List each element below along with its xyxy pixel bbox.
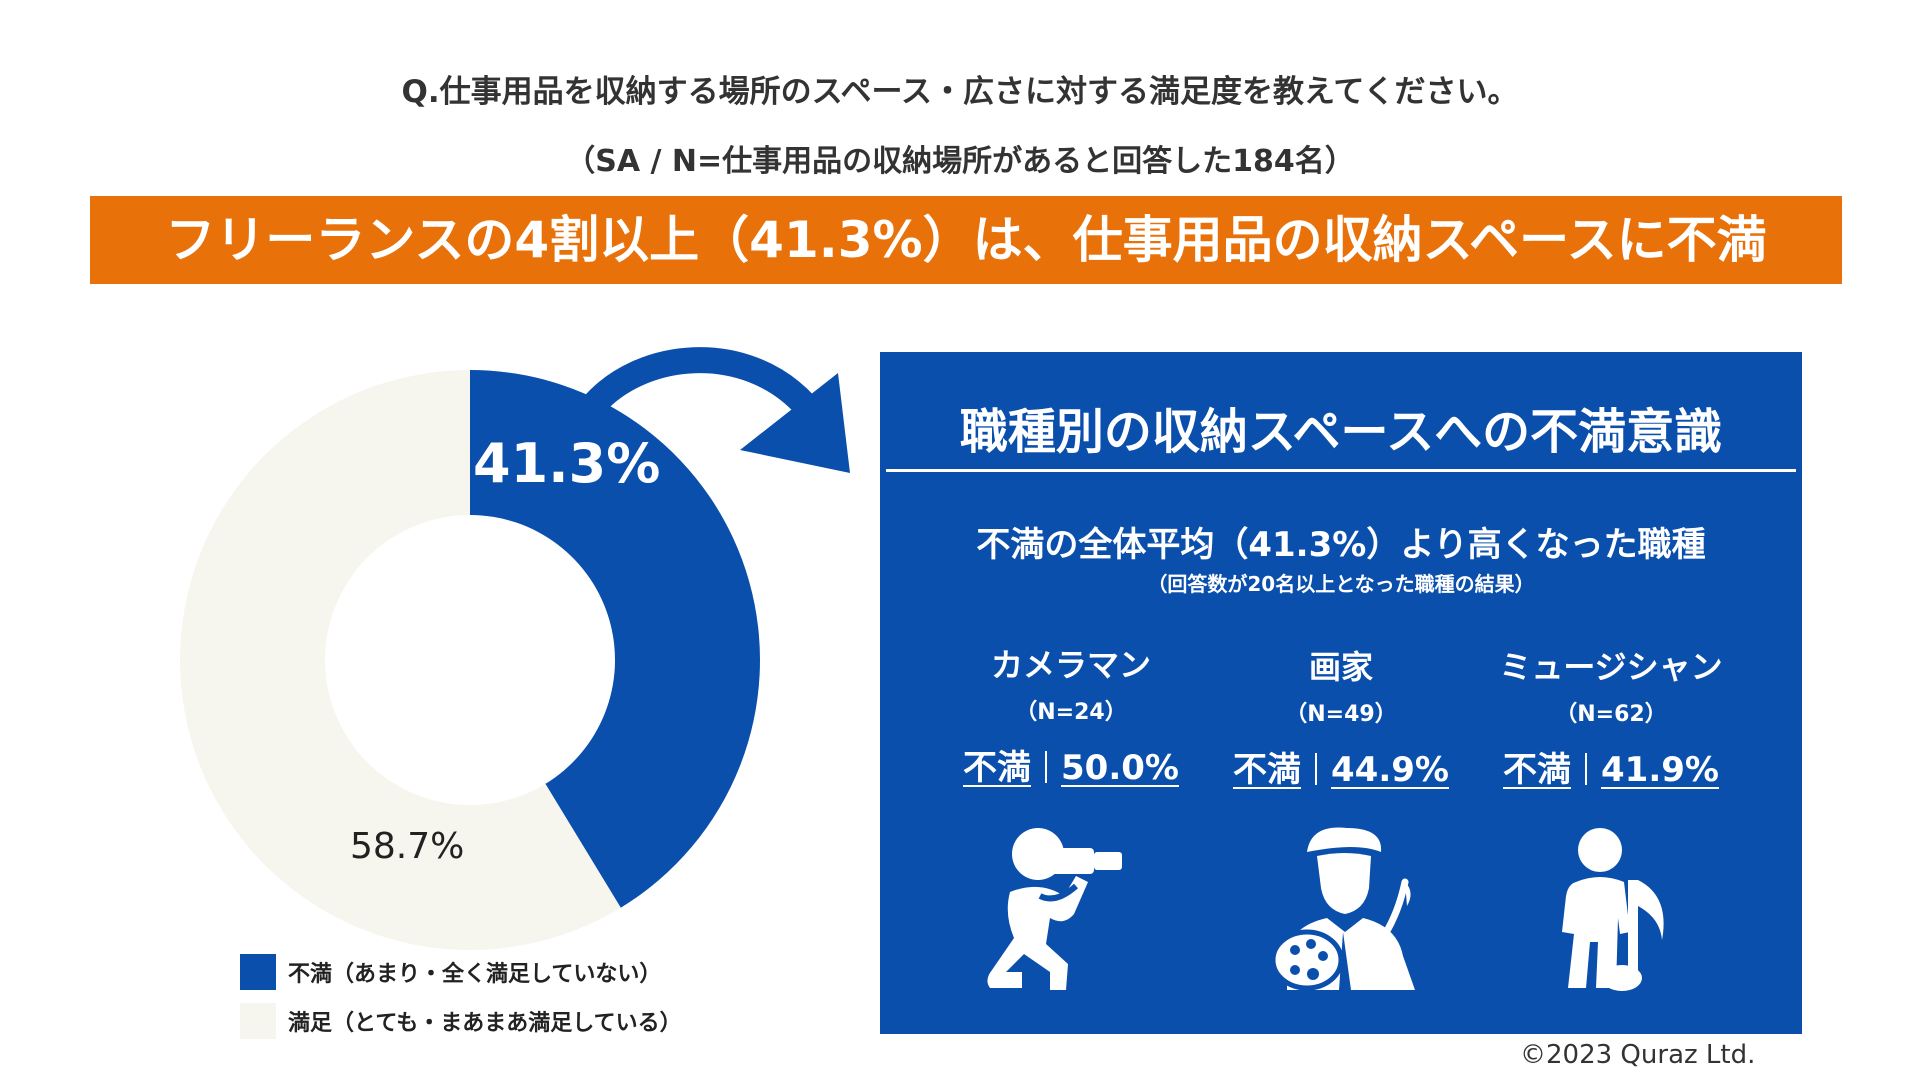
donut-chart <box>180 369 761 950</box>
sample-description: （SA / N=仕事用品の収納場所があると回答した184名） <box>565 144 1355 179</box>
legend-label: 満足（とても・まあまあ満足している） <box>288 1011 682 1036</box>
job-name: カメラマン <box>990 646 1151 684</box>
legend-swatch-blue <box>240 954 276 990</box>
job-value-label: 不満 <box>1233 750 1302 790</box>
painter-icon <box>1270 827 1415 991</box>
job-card-photographer: カメラマン （N=24） 不満 50.0% <box>921 640 1221 789</box>
legend-item-satisfied: 満足（とても・まあまあ満足している） <box>240 1001 682 1041</box>
donut-slice-satisfied <box>180 369 621 950</box>
panel-title: 職種別の収納スペースへの不満意識 <box>959 404 1723 460</box>
headline-banner: フリーランスの4割以上（41.3%）は、仕事用品の収納スペースに不満 <box>90 196 1842 284</box>
panel-note: （回答数が20名以上となった職種の結果） <box>1147 572 1535 596</box>
photographer-icon <box>987 828 1122 990</box>
occupation-panel: 職種別の収納スペースへの不満意識 不満の全体平均（41.3%）より高くなった職種… <box>880 352 1802 1034</box>
legend-label: 不満（あまり・全く満足していない） <box>288 962 662 987</box>
copyright-notice: ©2023 Quraz Ltd. <box>1520 1040 1756 1070</box>
panel-divider <box>886 469 1796 472</box>
separator <box>1315 753 1318 785</box>
legend-swatch-light <box>240 1003 276 1039</box>
job-value-label: 不満 <box>1503 750 1572 790</box>
job-value: 50.0% <box>1061 748 1179 788</box>
job-card-painter: 画家 （N=49） 不満 44.9% <box>1191 642 1491 791</box>
job-dissatisfaction: 不満 44.9% <box>1191 742 1491 791</box>
panel-subtitle: 不満の全体平均（41.3%）より高くなった職種 <box>976 525 1706 565</box>
job-sample-size: （N=62） <box>1555 702 1667 727</box>
job-dissatisfaction: 不満 50.0% <box>921 740 1221 789</box>
job-name: 画家 <box>1308 648 1373 686</box>
donut-slice-dissatisfied <box>470 370 761 908</box>
separator <box>1045 751 1048 783</box>
job-value: 44.9% <box>1331 750 1449 790</box>
survey-question: Q.仕事用品を収納する場所のスペース・広さに対する満足度を教えてください。 <box>401 74 1519 110</box>
curved-arrow-icon <box>582 347 850 473</box>
job-dissatisfaction: 不満 41.9% <box>1461 742 1761 791</box>
job-sample-size: （N=24） <box>1015 700 1127 725</box>
slice-label-satisfied: 58.7% <box>350 826 465 867</box>
slice-label-dissatisfied: 41.3% <box>473 432 661 495</box>
job-card-musician: ミュージシャン （N=62） 不満 41.9% <box>1461 642 1761 791</box>
separator <box>1585 753 1588 785</box>
job-value: 41.9% <box>1601 750 1719 790</box>
legend-item-dissatisfied: 不満（あまり・全く満足していない） <box>240 952 661 992</box>
job-value-label: 不満 <box>963 748 1032 788</box>
musician-icon <box>1562 828 1664 991</box>
job-sample-size: （N=49） <box>1285 702 1397 727</box>
job-name: ミュージシャン <box>1499 648 1723 686</box>
